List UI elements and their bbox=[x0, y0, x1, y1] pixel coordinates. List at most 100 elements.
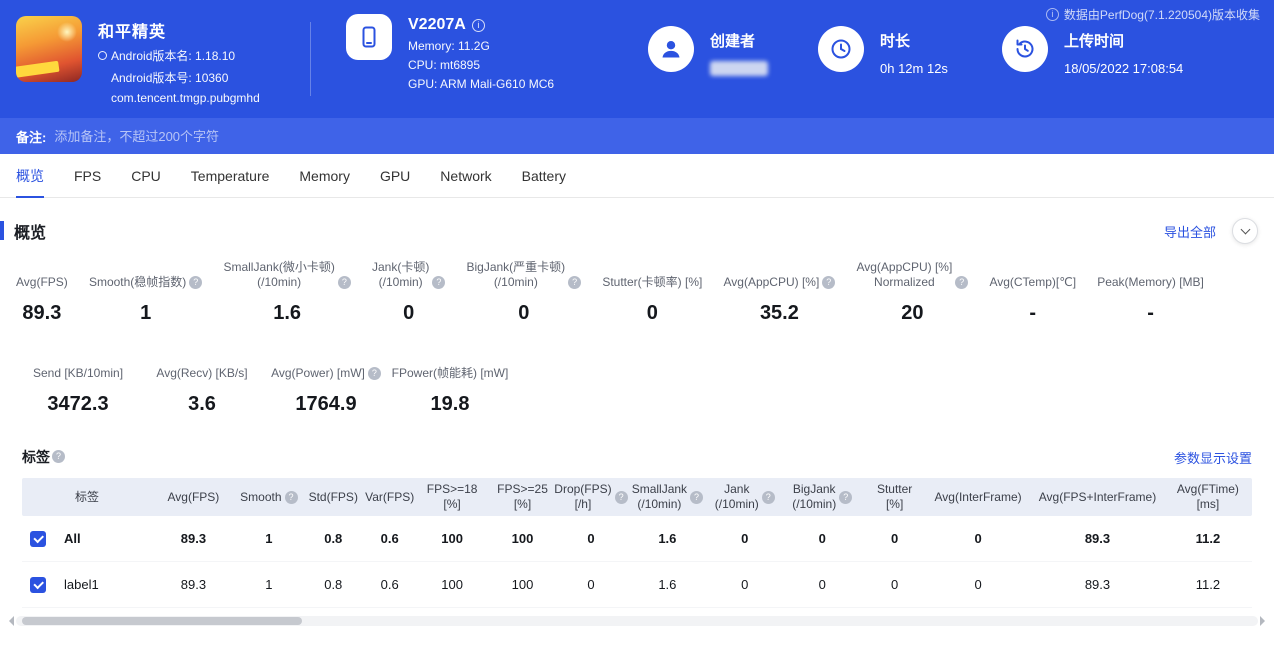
col-header-avg-fps: Avg(FPS) bbox=[167, 489, 220, 504]
overview-stats-row-2: Send [KB/10min] 3472.3 Avg(Recv) [KB/s] … bbox=[0, 351, 1274, 416]
tab-network[interactable]: Network bbox=[440, 167, 492, 184]
device-cpu: CPU: mt6895 bbox=[408, 58, 481, 72]
device-info-icon[interactable] bbox=[471, 18, 485, 32]
app-name: 和平精英 bbox=[98, 24, 167, 41]
stat-value: 20 bbox=[901, 302, 924, 324]
stat-value: 1764.9 bbox=[295, 393, 357, 415]
col-header-stutter: Stutter [%] bbox=[876, 482, 913, 511]
remark-label: 备注: bbox=[16, 129, 47, 145]
device-texts: V2207A Memory: 11.2G CPU: mt6895 GPU: AR… bbox=[408, 14, 554, 91]
table-cell: 0 bbox=[974, 577, 982, 592]
android-icon bbox=[98, 51, 107, 60]
table-header-row: 标签 Avg(FPS) Smooth Std(FPS) Var(FPS) FPS… bbox=[22, 478, 1252, 516]
help-icon[interactable] bbox=[839, 490, 853, 504]
stat-fpower: FPower(帧能耗) [mW] 19.8 bbox=[388, 351, 512, 416]
col-header-jank: Jank (/10min) bbox=[711, 478, 779, 516]
clock-icon bbox=[831, 39, 851, 59]
tab-overview[interactable]: 概览 bbox=[16, 154, 44, 198]
top-header: 和平精英 Android版本名: 1.18.10 Android版本号: 103… bbox=[0, 0, 1274, 118]
table-cell: 1.6 bbox=[658, 531, 677, 546]
remark-input[interactable] bbox=[54, 128, 1258, 144]
section-accent-bar bbox=[0, 221, 4, 240]
stat-value: 19.8 bbox=[430, 393, 470, 415]
duration-texts: 时长 0h 12m 12s bbox=[880, 26, 948, 76]
upload-time-block: 上传时间 18/05/2022 17:08:54 bbox=[1002, 26, 1183, 76]
help-icon[interactable] bbox=[822, 276, 836, 289]
col-header-fps-ge-18: FPS>=18 [%] bbox=[426, 482, 478, 511]
stat-label: Avg(AppCPU) [%] bbox=[723, 275, 820, 289]
table-cell: 0.8 bbox=[324, 577, 343, 592]
scrollbar-thumb[interactable] bbox=[22, 617, 302, 625]
param-display-settings-link[interactable]: 参数显示设置 bbox=[1173, 450, 1252, 466]
table-cell: 89.3 bbox=[1084, 531, 1111, 546]
creator-texts: 创建者 bbox=[710, 26, 768, 76]
table-cell: 0 bbox=[741, 577, 749, 592]
stat-value: 0 bbox=[646, 302, 658, 324]
creator-label: 创建者 bbox=[710, 33, 756, 50]
tab-temperature[interactable]: Temperature bbox=[190, 167, 270, 184]
export-all-link[interactable]: 导出全部 bbox=[1163, 224, 1216, 240]
upload-texts: 上传时间 18/05/2022 17:08:54 bbox=[1064, 26, 1183, 76]
stat-label: Peak(Memory) [MB] bbox=[1097, 275, 1204, 289]
help-icon[interactable] bbox=[955, 276, 969, 289]
col-header-label: 标签 bbox=[74, 489, 99, 504]
row-checkbox[interactable] bbox=[30, 576, 46, 593]
tab-cpu[interactable]: CPU bbox=[131, 167, 161, 184]
col-header-drop-fps: Drop(FPS) [/h] bbox=[554, 478, 628, 516]
col-header-fps-ge-25: FPS>=25 [%] bbox=[497, 482, 548, 511]
collect-note-text: 数据由PerfDog(7.1.220504)版本收集 bbox=[1063, 8, 1260, 22]
scrollbar-track[interactable] bbox=[16, 616, 1258, 626]
table-row: label1 89.3 1 0.8 0.6 100 100 0 1.6 0 0 … bbox=[22, 562, 1252, 608]
stat-avg-fps: Avg(FPS) 89.3 bbox=[16, 260, 68, 325]
help-icon[interactable] bbox=[614, 490, 628, 504]
table-cell: 100 bbox=[441, 531, 463, 546]
collapse-button[interactable] bbox=[1232, 218, 1258, 244]
tab-gpu[interactable]: GPU bbox=[379, 167, 411, 184]
scroll-right-arrow[interactable] bbox=[1260, 616, 1270, 626]
help-icon[interactable] bbox=[367, 367, 381, 380]
scroll-left-arrow[interactable] bbox=[4, 616, 14, 626]
table-row: All 89.3 1 0.8 0.6 100 100 0 1.6 0 0 0 0… bbox=[22, 516, 1252, 562]
help-icon[interactable] bbox=[690, 490, 704, 504]
col-header-smalljank: SmallJank (/10min) bbox=[625, 478, 709, 516]
stat-value: 3472.3 bbox=[47, 393, 109, 415]
overview-section-head: 概览 导出全部 bbox=[0, 218, 1274, 244]
row-checkbox[interactable] bbox=[30, 530, 46, 547]
tab-memory[interactable]: Memory bbox=[299, 167, 350, 184]
help-icon[interactable] bbox=[432, 276, 446, 289]
table-cell: 89.3 bbox=[180, 531, 207, 546]
help-icon[interactable] bbox=[52, 450, 65, 463]
help-icon[interactable] bbox=[284, 490, 298, 504]
stat-smalljank: SmallJank(微小卡顿) (/10min) 1.6 bbox=[223, 260, 351, 325]
stat-avg-recv: Avg(Recv) [KB/s] 3.6 bbox=[140, 351, 264, 416]
table-cell: 0 bbox=[818, 577, 826, 592]
help-icon[interactable] bbox=[761, 490, 775, 504]
stat-label: Stutter(卡顿率) [%] bbox=[602, 275, 703, 289]
table-cell: 89.3 bbox=[180, 577, 207, 592]
labels-table: 标签 Avg(FPS) Smooth Std(FPS) Var(FPS) FPS… bbox=[22, 478, 1252, 608]
horizontal-scrollbar[interactable] bbox=[4, 614, 1270, 628]
help-icon[interactable] bbox=[189, 276, 203, 289]
table-cell: 0 bbox=[818, 531, 826, 546]
creator-name-blurred bbox=[710, 61, 768, 76]
collect-note: 数据由PerfDog(7.1.220504)版本收集 bbox=[1045, 6, 1260, 23]
history-icon bbox=[1016, 39, 1034, 58]
col-header-avg-ftime: Avg(FTime) [ms] bbox=[1176, 482, 1239, 511]
table-cell: 100 bbox=[511, 531, 534, 546]
duration-block: 时长 0h 12m 12s bbox=[818, 26, 948, 76]
table-cell: 89.3 bbox=[1084, 577, 1111, 592]
stat-value: - bbox=[1029, 302, 1037, 324]
app-info-block: 和平精英 Android版本名: 1.18.10 Android版本号: 103… bbox=[16, 16, 260, 105]
tab-battery[interactable]: Battery bbox=[521, 167, 567, 184]
help-icon[interactable] bbox=[337, 276, 351, 289]
device-model: V2207A bbox=[408, 16, 466, 33]
tab-fps[interactable]: FPS bbox=[74, 167, 102, 184]
app-icon-art bbox=[57, 22, 77, 42]
table-cell: 0 bbox=[741, 531, 749, 546]
stat-bigjank: BigJank(严重卡顿) (/10min) 0 bbox=[466, 260, 582, 325]
stat-label: Avg(CTemp)[℃] bbox=[989, 275, 1077, 289]
help-icon[interactable] bbox=[568, 276, 582, 289]
tab-bar: 概览 FPS CPU Temperature Memory GPU Networ… bbox=[0, 154, 1274, 198]
stat-value: 0 bbox=[403, 302, 415, 324]
device-gpu: GPU: ARM Mali-G610 MC6 bbox=[408, 77, 555, 91]
